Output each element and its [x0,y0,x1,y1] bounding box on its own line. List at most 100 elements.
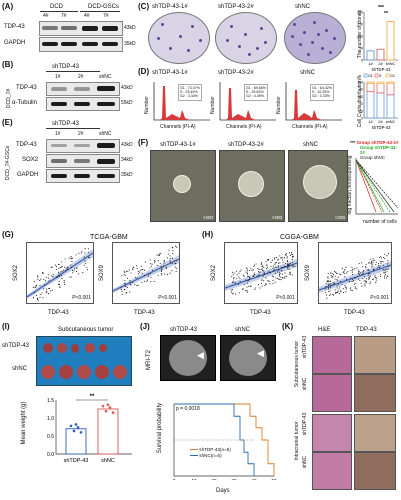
scatter-point [387,260,389,262]
scatter-point [370,266,372,268]
scatter-point [156,264,158,266]
he-stain-image [312,452,352,490]
panel-label-c: (C) [138,2,150,11]
y-tick-label: 0.0 [47,452,54,458]
scatter-point [334,278,336,280]
scatter-point [83,264,85,266]
scatter-point [60,274,62,276]
scatter-point [284,262,287,264]
legend-label: G2 [390,74,395,78]
scatter-point [276,266,278,269]
ihc-stain-image [354,336,396,374]
legend-label: G1 [368,74,373,78]
scatter-point [274,266,276,268]
bar-segment [366,81,375,84]
axis-line [173,404,274,477]
scatter-point [286,259,288,261]
scatter-point [48,287,51,289]
scatter-point [265,283,267,286]
scatter-point [167,253,169,255]
scatter-point [52,274,54,276]
scatter-point [88,256,90,258]
survival-line [174,403,275,476]
scatter-point [156,254,158,256]
scatter-point [124,283,126,285]
scatter-point [275,277,277,279]
scatter-point [336,292,338,294]
lane-label: 2# [78,74,84,80]
scatter-point [247,275,249,277]
scatter-point [292,264,294,266]
scatter-point [39,296,41,298]
y-axis-label: SOX9 [99,264,105,281]
scatter-point [154,260,156,262]
scatter-point [262,275,264,277]
scatter-point [368,262,370,264]
x-tick-label: shNC [101,458,115,464]
scatter-point [143,275,145,277]
group-title: shTDP-43 [52,64,80,70]
scatter-point [369,283,371,285]
scatter-point [279,255,281,257]
scatter-point [132,269,134,271]
scatter-point [279,262,281,264]
scatter-point [266,273,268,275]
scatter-point [124,279,126,281]
scatter-point [36,284,38,286]
scatter-point [129,291,131,293]
scatter-point [84,248,86,250]
scatter-point [382,256,385,259]
panel-label-i: (I) [2,322,10,331]
scatter-point [45,277,47,279]
scatter-point [161,273,163,275]
scatter-point [161,274,163,276]
scatter-point [265,277,267,279]
scatter-point [230,289,232,291]
scatter-point [351,266,353,268]
scatter-point [174,263,176,265]
scatter-point [362,266,364,268]
group-label: shTDP-43 [372,67,392,72]
scatter-point [334,275,336,277]
scatter-point [51,275,53,277]
colony-dish [148,12,210,64]
scatter-point [330,280,332,282]
scatter-point [245,279,247,281]
scatter-point [339,273,341,275]
scatter-point [248,279,250,281]
scatter-point [58,284,61,286]
scatter-point [44,280,47,282]
y-tick-label: 50 [359,47,363,51]
scatter-point [261,268,263,270]
scatter-point [137,284,139,286]
scatter-point [369,273,371,275]
scatter-point [263,280,265,282]
scatter-point [153,281,155,283]
scatter-point [381,257,383,259]
scatter-point [261,270,263,272]
scatter-point [149,267,151,269]
scatter-point [372,265,374,267]
row-label: GAPDH [4,40,26,46]
scatter-point [280,279,282,281]
scatter-point [144,261,146,263]
hist-legend: G1 : 69.68% S : 25.83% G2 : 4.49% [244,84,268,101]
scatter-point [252,269,254,271]
scatter-point [381,261,383,263]
scatter-point [239,277,241,279]
scatter-point [247,270,249,272]
scatter-point [84,260,86,262]
bar-segment [366,91,375,119]
he-stain-image [312,414,352,452]
scatter-point [263,266,265,268]
scatter-point [278,275,280,277]
legend-swatch [385,73,390,78]
legend-swatch [374,73,379,78]
scatter-point [359,279,361,282]
scatter-point [272,276,275,278]
scatter-point [267,259,269,261]
scatter-point [63,269,65,271]
scatter-point [232,274,234,276]
scatter-point [274,263,276,265]
scatter-point [341,268,343,270]
